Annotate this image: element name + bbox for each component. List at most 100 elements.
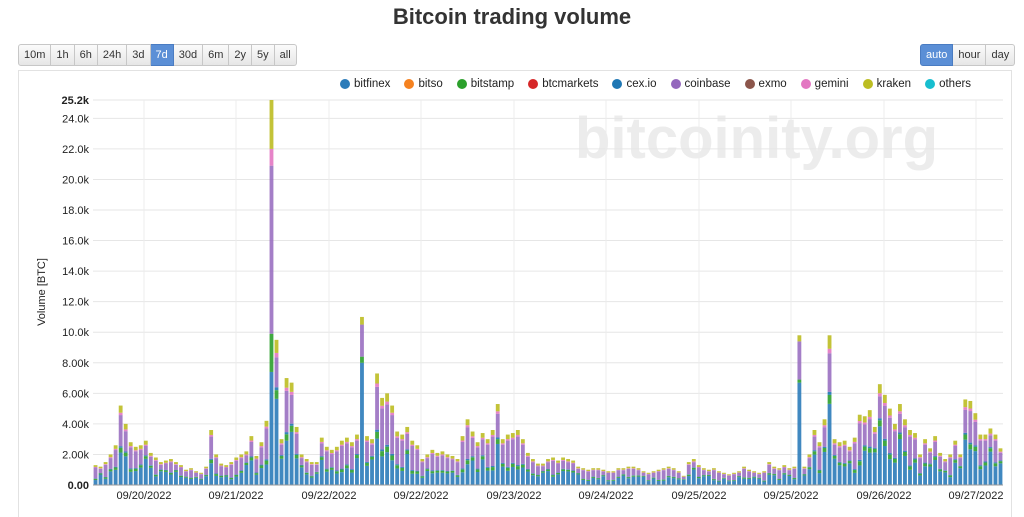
bar-stack[interactable]	[812, 430, 817, 485]
bar-stack[interactable]	[762, 471, 767, 485]
bar-stack[interactable]	[822, 419, 827, 485]
bar-stack[interactable]	[767, 462, 772, 485]
bar-stack[interactable]	[465, 419, 470, 485]
bar-stack[interactable]	[480, 433, 485, 485]
bar-stack[interactable]	[782, 465, 787, 485]
bar-stack[interactable]	[360, 316, 364, 485]
bar-stack[interactable]	[631, 466, 636, 485]
bar-stack[interactable]	[536, 463, 540, 485]
bar-stack[interactable]	[440, 451, 445, 485]
bar-stack[interactable]	[676, 471, 681, 485]
bar-stack[interactable]	[641, 471, 646, 485]
bar-stack[interactable]	[490, 430, 495, 485]
bar-stack[interactable]	[596, 468, 601, 485]
bar-stack[interactable]	[355, 434, 359, 485]
bar-stack[interactable]	[500, 439, 505, 485]
bar-stack[interactable]	[189, 468, 193, 485]
bar-stack[interactable]	[505, 434, 510, 485]
bar-stack[interactable]	[968, 400, 973, 485]
legend-item-kraken[interactable]: kraken	[862, 78, 911, 90]
bar-stack[interactable]	[289, 382, 294, 485]
bar-stack[interactable]	[928, 448, 933, 485]
bar-stack[interactable]	[581, 468, 586, 485]
bar-stack[interactable]	[259, 442, 264, 485]
bar-stack[interactable]	[214, 454, 219, 485]
bar-stack[interactable]	[450, 455, 455, 485]
bar-stack[interactable]	[807, 454, 812, 485]
bar-stack[interactable]	[988, 428, 993, 485]
bar-stack[interactable]	[887, 408, 892, 485]
bar-stack[interactable]	[510, 433, 515, 485]
resolution-button-auto[interactable]: auto	[920, 44, 954, 66]
bar-stack[interactable]	[460, 436, 465, 485]
bar-stack[interactable]	[158, 462, 163, 485]
bar-stack[interactable]	[727, 474, 731, 485]
bar-stack[interactable]	[279, 439, 284, 485]
bar-stack[interactable]	[249, 436, 254, 485]
range-button-3d[interactable]: 3d	[127, 44, 151, 66]
bar-stack[interactable]	[566, 459, 571, 485]
range-button-5y[interactable]: 5y	[252, 44, 275, 66]
bar-stack[interactable]	[913, 433, 917, 485]
bar-stack[interactable]	[350, 442, 354, 485]
range-button-10m[interactable]: 10m	[18, 44, 52, 66]
bar-stack[interactable]	[370, 439, 374, 485]
bar-stack[interactable]	[616, 468, 621, 485]
bar-stack[interactable]	[722, 472, 726, 485]
bar-stack[interactable]	[405, 426, 410, 485]
bar-stack[interactable]	[339, 440, 344, 485]
legend-item-exmo[interactable]: exmo	[744, 78, 787, 90]
bar-stack[interactable]	[903, 419, 907, 485]
bar-stack[interactable]	[390, 405, 395, 485]
range-button-30d[interactable]: 30d	[173, 44, 204, 66]
bar-stack[interactable]	[229, 462, 234, 485]
bar-stack[interactable]	[732, 472, 736, 485]
bar-stack[interactable]	[108, 454, 113, 485]
bar-stack[interactable]	[636, 468, 641, 485]
bar-stack[interactable]	[98, 466, 103, 485]
bar-stack[interactable]	[209, 430, 214, 485]
bar-stack[interactable]	[133, 446, 138, 485]
bar-stack[interactable]	[797, 335, 802, 485]
bar-stack[interactable]	[274, 339, 279, 485]
bar-stack[interactable]	[752, 471, 757, 485]
legend-item-others[interactable]: others	[925, 78, 971, 90]
bar-stack[interactable]	[204, 466, 209, 485]
bar-stack[interactable]	[244, 451, 249, 485]
bar-stack[interactable]	[717, 471, 721, 485]
bar-stack[interactable]	[400, 434, 405, 485]
bar-stack[interactable]	[365, 436, 369, 485]
bar-stack[interactable]	[953, 440, 958, 485]
bar-stack[interactable]	[294, 426, 299, 485]
bar-stack[interactable]	[933, 436, 938, 485]
bar-stack[interactable]	[138, 445, 143, 485]
bar-stack[interactable]	[515, 430, 520, 485]
bar-stack[interactable]	[691, 459, 696, 485]
legend-item-cex.io[interactable]: cex.io	[612, 78, 657, 90]
bar-stack[interactable]	[299, 454, 304, 485]
range-button-24h[interactable]: 24h	[97, 44, 128, 66]
bar-stack[interactable]	[998, 448, 1003, 485]
bar-stack[interactable]	[626, 466, 631, 485]
bar-stack[interactable]	[224, 465, 229, 485]
bar-stack[interactable]	[174, 462, 178, 485]
bar-stack[interactable]	[103, 462, 108, 485]
bar-stack[interactable]	[606, 471, 611, 485]
bar-stack[interactable]	[666, 466, 671, 485]
bar-stack[interactable]	[324, 446, 329, 485]
bar-stack[interactable]	[852, 437, 857, 485]
bar-stack[interactable]	[802, 466, 807, 485]
bar-stack[interactable]	[898, 404, 902, 485]
bar-stack[interactable]	[918, 454, 922, 485]
bar-stack[interactable]	[184, 469, 188, 485]
bar-stack[interactable]	[978, 434, 983, 485]
bar-stack[interactable]	[601, 469, 606, 485]
bar-stack[interactable]	[983, 434, 988, 485]
resolution-button-hour[interactable]: hour	[953, 44, 987, 66]
bar-stack[interactable]	[832, 439, 837, 485]
bar-stack[interactable]	[742, 466, 746, 485]
bar-stack[interactable]	[611, 471, 616, 485]
bar-stack[interactable]	[701, 468, 706, 485]
bar-stack[interactable]	[304, 459, 309, 485]
bar-stack[interactable]	[571, 460, 576, 485]
